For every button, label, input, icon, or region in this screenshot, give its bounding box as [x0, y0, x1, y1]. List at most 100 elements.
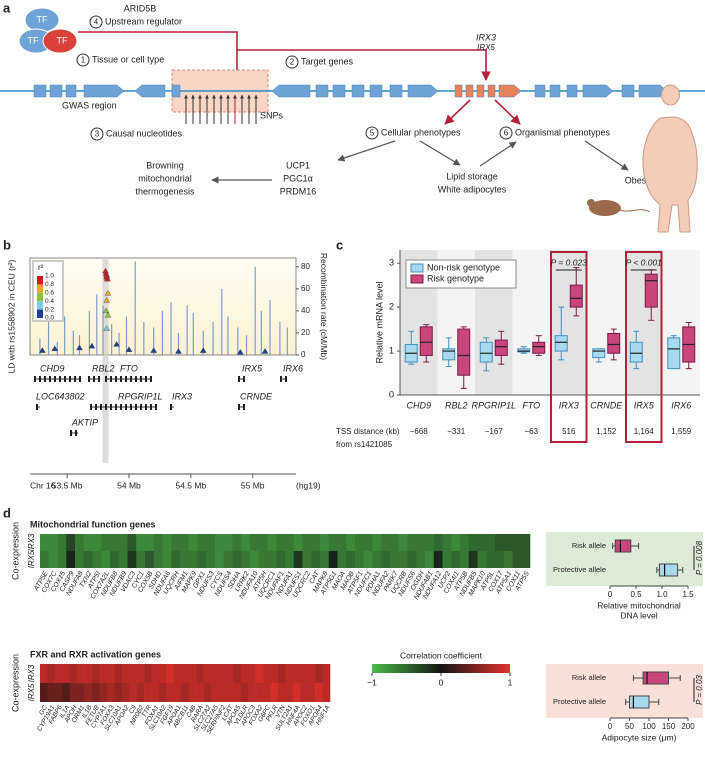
- exon: [140, 376, 142, 382]
- p-value: P = 0.008: [695, 540, 704, 575]
- gene-label: FTO: [120, 363, 138, 373]
- heatmap-cell: [180, 551, 190, 568]
- exon: [100, 404, 102, 410]
- panel-a: TF TF TF ARID5B IRX3 IRX5 GWAS region SN…: [0, 3, 705, 233]
- legend-tick-label: 1.0: [45, 273, 54, 280]
- heatmap-title: Mitochondrial function genes: [30, 519, 156, 529]
- box: [569, 284, 583, 308]
- heatmap-cell: [62, 683, 71, 702]
- heatmap-cell: [398, 551, 408, 568]
- obesity-text: Obesity: [625, 175, 656, 185]
- heatmap-cell: [292, 683, 301, 702]
- exon: [79, 376, 81, 382]
- legend-swatch: [37, 276, 43, 285]
- column-band: [587, 250, 625, 395]
- heatmap-cell: [83, 551, 93, 568]
- heatmap-cell: [106, 664, 115, 683]
- exon: [98, 376, 100, 382]
- step-text: Target genes: [301, 56, 354, 66]
- exon: [130, 376, 132, 382]
- exon: [125, 376, 127, 382]
- heatmap-cell: [48, 534, 58, 551]
- heatmap-cell: [451, 551, 461, 568]
- ld-point: [102, 307, 110, 314]
- gene-block: [83, 84, 125, 98]
- gene-block: [65, 84, 77, 98]
- legend-box: [405, 259, 517, 289]
- heatmap-cell: [203, 664, 212, 683]
- heatmap-cell: [127, 551, 137, 568]
- heatmap-cell: [240, 664, 249, 683]
- gene-block: [582, 84, 614, 98]
- x-tick-label: 1.0: [656, 590, 668, 599]
- gene-block: [566, 84, 578, 98]
- heatmap-cell: [503, 551, 513, 568]
- tss-distance: −167: [485, 427, 504, 436]
- heatmap-cell: [512, 534, 522, 551]
- tss-distance: −668: [410, 427, 429, 436]
- assembly: (hg19): [296, 480, 321, 490]
- heatmap-cell: [250, 534, 260, 551]
- heatmap-cell: [307, 683, 316, 702]
- step-number: 6: [504, 129, 509, 138]
- heatmap-cell: [355, 534, 365, 551]
- heatmap-cell: [258, 534, 268, 551]
- arrow: [337, 140, 396, 162]
- box: [517, 348, 531, 353]
- gene-block: [49, 84, 63, 98]
- colorbar-tick-label: 0: [439, 677, 444, 687]
- heatmap-cell: [503, 534, 513, 551]
- heatmap-cell: [322, 664, 331, 683]
- heatmap-cell: [114, 683, 123, 702]
- box: [658, 563, 679, 577]
- exon: [115, 376, 117, 382]
- column-band: [512, 250, 550, 395]
- heatmap-cell: [118, 534, 128, 551]
- gene-label: IRX5: [242, 363, 263, 373]
- panel-label: a: [3, 0, 11, 15]
- heatmap-cell: [66, 534, 76, 551]
- y-tick-label: 2: [389, 301, 394, 311]
- heatmap-cell: [241, 534, 251, 551]
- heatmap-cell: [136, 683, 145, 702]
- step-circle: [76, 53, 90, 67]
- legend-label: Non-risk genotype: [427, 262, 500, 272]
- gene-block: [465, 84, 474, 98]
- browning-text: mitochondrial: [138, 173, 192, 183]
- ld-point: [125, 346, 133, 352]
- heatmap-cell: [151, 683, 160, 702]
- heatmap-cell: [315, 683, 323, 702]
- exon: [70, 430, 72, 436]
- heatmap-cell: [407, 551, 417, 568]
- ld-point: [39, 347, 46, 353]
- exon: [150, 404, 152, 410]
- heatmap-cell: [225, 683, 234, 702]
- y-axis-label: Co-expression: [10, 522, 20, 580]
- heatmap-cell: [206, 551, 216, 568]
- exon: [280, 376, 282, 382]
- exon: [130, 404, 132, 410]
- x-tick-label: 200: [681, 722, 695, 731]
- exon: [105, 404, 107, 410]
- heatmap-cell: [311, 551, 321, 568]
- gene-label: IRX3: [172, 391, 192, 401]
- legend-swatch: [37, 292, 43, 302]
- ld-point: [104, 311, 112, 318]
- gene-block: [549, 84, 561, 98]
- heatmap-cell: [57, 551, 67, 568]
- heatmap-cell: [218, 664, 227, 683]
- ld-point: [76, 344, 83, 351]
- x-axis-label: Relative mitochondrial: [597, 600, 681, 610]
- gene-block: [271, 84, 311, 98]
- heatmap-cell: [285, 683, 294, 702]
- exon: [110, 376, 112, 382]
- heatmap-cell: [433, 534, 443, 551]
- heatmap-cell: [442, 534, 452, 551]
- highlight-box: [550, 251, 588, 443]
- heatmap-cell: [62, 664, 71, 683]
- x-tick-label: FTO: [522, 400, 540, 410]
- exon: [54, 376, 56, 382]
- heatmap-cell: [129, 664, 137, 683]
- regulation-arrow: [78, 31, 242, 87]
- x-tick-label: 54.5 Mb: [175, 480, 206, 490]
